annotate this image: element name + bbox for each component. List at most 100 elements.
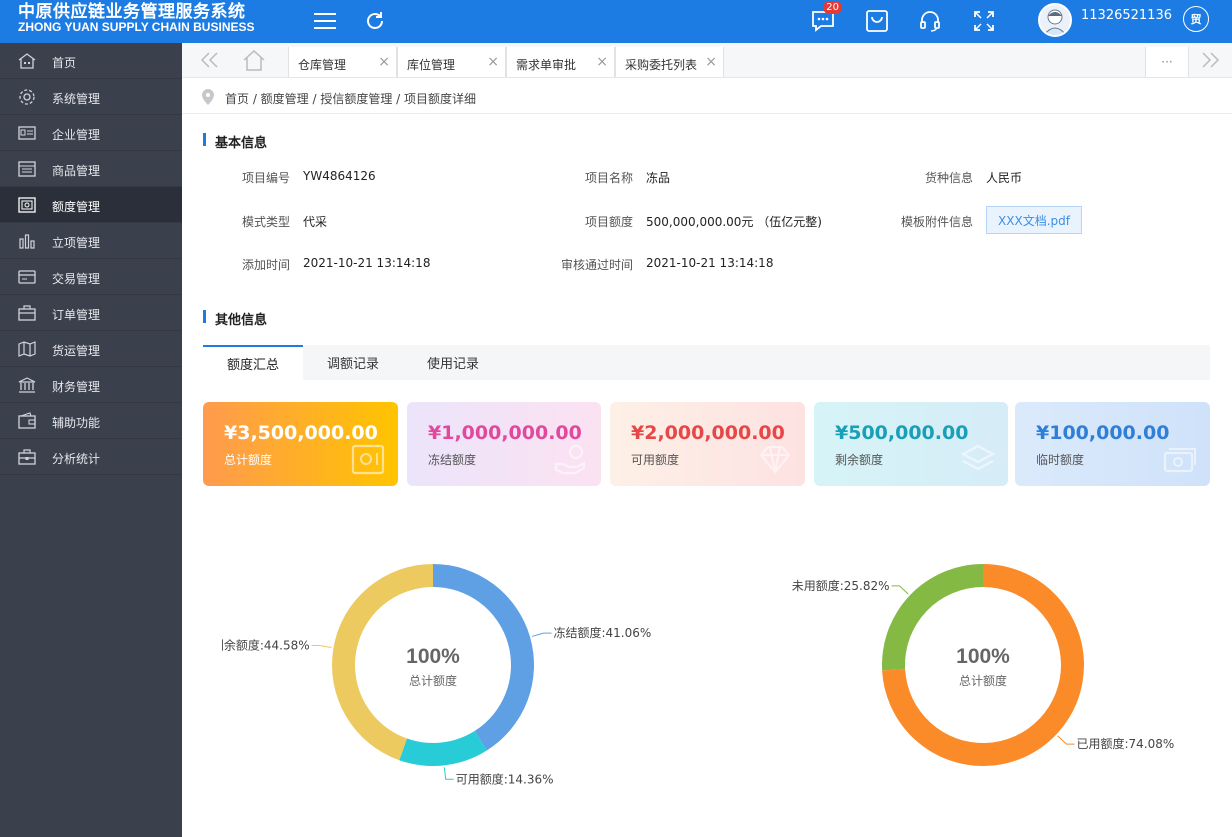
donut-center-label: 总计额度 [409, 673, 457, 688]
sidebar-item-quota[interactable]: 额度管理 [0, 187, 182, 223]
tab-label: 采购委托列表 [625, 58, 698, 72]
hand-coin-icon [554, 444, 586, 475]
shopping-bag-icon[interactable] [862, 6, 892, 36]
card-label: 总计额度 [224, 453, 273, 467]
added-time-label: 添加时间 [241, 258, 290, 272]
home-tab-icon[interactable] [236, 43, 272, 77]
card-label: 剩余额度 [835, 453, 884, 467]
remaining-quota-card: ¥500,000.00 剩余额度 [814, 402, 1008, 486]
sidebar-item-system[interactable]: 系统管理 [0, 79, 182, 115]
approved-time-label: 审核通过时间 [560, 258, 633, 272]
donut-slice-0-0[interactable] [433, 564, 534, 751]
sidebar-item-freight[interactable]: 货运管理 [0, 331, 182, 367]
available-quota-card: ¥2,000,000.00 可用额度 [610, 402, 805, 486]
donut-slice-0-1[interactable] [399, 731, 487, 766]
message-icon[interactable]: 20 [808, 1, 842, 36]
tab-demand-approval[interactable]: 需求单审批 × [506, 47, 615, 77]
safe-icon [351, 444, 385, 475]
sidebar-item-auxiliary[interactable]: 辅助功能 [0, 403, 182, 439]
slice-label-1-0: 已用额度:74.08% [1076, 736, 1174, 751]
project-name-label: 项目名称 [584, 171, 633, 185]
location-pin-icon [202, 89, 214, 105]
menu-toggle-icon[interactable] [310, 6, 340, 36]
trade-role-button[interactable]: 贸 [1183, 6, 1209, 32]
sidebar-item-label: 额度管理 [52, 200, 101, 214]
donut-slice-1-1[interactable] [882, 564, 983, 671]
quota-tabs: 额度汇总 调额记录 使用记录 [203, 345, 1210, 380]
close-icon[interactable]: × [378, 54, 390, 70]
layers-icon [960, 444, 996, 471]
project-name-value: 冻品 [646, 171, 671, 185]
donut-center-value: 100% [956, 645, 1010, 668]
quota-usage-donut: 已用额度:74.08% 未用额度:25.82% 100% 总计额度 [792, 564, 1174, 766]
project-no-value: YW4864126 [303, 169, 376, 183]
tab-label: 需求单审批 [516, 58, 577, 72]
label-leader-0-0 [531, 632, 552, 637]
stats-icon [18, 449, 36, 465]
sidebar-item-home[interactable]: 首页 [0, 43, 182, 79]
tabs-scroll-right-icon[interactable] [1192, 43, 1228, 77]
tab-location[interactable]: 库位管理 × [397, 47, 506, 77]
total-quota-card: ¥3,500,000.00 总计额度 [203, 402, 398, 486]
donut-slice-0-2[interactable] [332, 564, 433, 761]
sidebar-item-finance[interactable]: 财务管理 [0, 367, 182, 403]
main-content: 基本信息 项目编号 YW4864126 项目名称 冻品 货种信息 人民币 模式类… [182, 115, 1232, 837]
headset-icon[interactable] [915, 6, 945, 36]
breadcrumb-text[interactable]: 首页 / 额度管理 / 授信额度管理 / 项目额度详细 [225, 92, 477, 106]
sidebar-item-label: 辅助功能 [52, 416, 101, 430]
avatar[interactable] [1038, 3, 1072, 37]
label-leader-0-1 [443, 767, 454, 780]
quota-value: 500,000,000.00元 （伍亿元整) [646, 215, 822, 229]
attachment-file-button[interactable]: XXX文档.pdf [986, 206, 1082, 234]
top-bar: 中原供应链业务管理服务系统 ZHONG YUAN SUPPLY CHAIN BU… [0, 0, 1232, 43]
card-label: 冻结额度 [428, 453, 477, 467]
tabs-more-button[interactable]: ··· [1145, 47, 1189, 77]
tab-quota-adjust-records[interactable]: 调额记录 [326, 357, 379, 372]
label-leader-1-1 [891, 585, 909, 595]
close-icon[interactable]: × [596, 54, 608, 70]
close-icon[interactable]: × [487, 54, 499, 70]
sidebar-item-order[interactable]: 订单管理 [0, 295, 182, 331]
tab-warehouse[interactable]: 仓库管理 × [288, 47, 397, 77]
label-leader-1-0 [1057, 735, 1075, 745]
approved-time-value: 2021-10-21 13:14:18 [646, 256, 774, 270]
currency-value: 人民币 [986, 171, 1023, 185]
project-no-label: 项目编号 [241, 171, 290, 185]
sidebar-item-label: 商品管理 [52, 164, 101, 178]
sidebar-item-label: 货运管理 [52, 344, 101, 358]
sidebar-item-label: 首页 [52, 56, 77, 70]
card-value: ¥1,000,000.00 [428, 422, 582, 444]
refresh-icon[interactable] [360, 6, 390, 36]
currency-label: 货种信息 [924, 171, 973, 185]
diamond-icon [759, 446, 791, 474]
wallet-icon [18, 412, 36, 429]
slice-label-0-2: 剩余额度:44.58% [222, 638, 310, 653]
card-icon [18, 270, 36, 284]
mode-label: 模式类型 [241, 215, 290, 229]
id-card-icon [18, 126, 36, 140]
attachment-label: 模板附件信息 [900, 215, 973, 229]
sidebar-item-product[interactable]: 商品管理 [0, 151, 182, 187]
sidebar-item-project[interactable]: 立项管理 [0, 223, 182, 259]
temporary-quota-card: ¥100,000.00 临时额度 [1015, 402, 1210, 486]
username[interactable]: 11326521136 [1081, 8, 1172, 23]
frozen-quota-card: ¥1,000,000.00 冻结额度 [407, 402, 601, 486]
mode-value: 代采 [303, 215, 328, 229]
sidebar: 首页 系统管理 企业管理 商品管理 额度管理 立项管理 交易管理 订单管理 [0, 43, 182, 837]
tab-quota-summary[interactable]: 额度汇总 [203, 345, 303, 380]
sidebar-item-enterprise[interactable]: 企业管理 [0, 115, 182, 151]
bank-icon [18, 377, 36, 393]
sidebar-item-label: 立项管理 [52, 236, 101, 250]
sidebar-item-label: 企业管理 [52, 128, 101, 142]
section-title-other: 其他信息 [203, 309, 267, 328]
fullscreen-icon[interactable] [969, 6, 999, 36]
home-icon [18, 53, 36, 69]
sidebar-item-trade[interactable]: 交易管理 [0, 259, 182, 295]
tab-label: 库位管理 [407, 58, 456, 72]
tabs-scroll-left-icon[interactable] [192, 43, 228, 77]
tab-purchase-entrust[interactable]: 采购委托列表 × [615, 47, 724, 77]
tab-usage-records[interactable]: 使用记录 [426, 357, 479, 372]
close-icon[interactable]: × [705, 54, 717, 70]
brand-logo: 中原供应链业务管理服务系统 ZHONG YUAN SUPPLY CHAIN BU… [18, 3, 255, 34]
sidebar-item-analytics[interactable]: 分析统计 [0, 439, 182, 475]
